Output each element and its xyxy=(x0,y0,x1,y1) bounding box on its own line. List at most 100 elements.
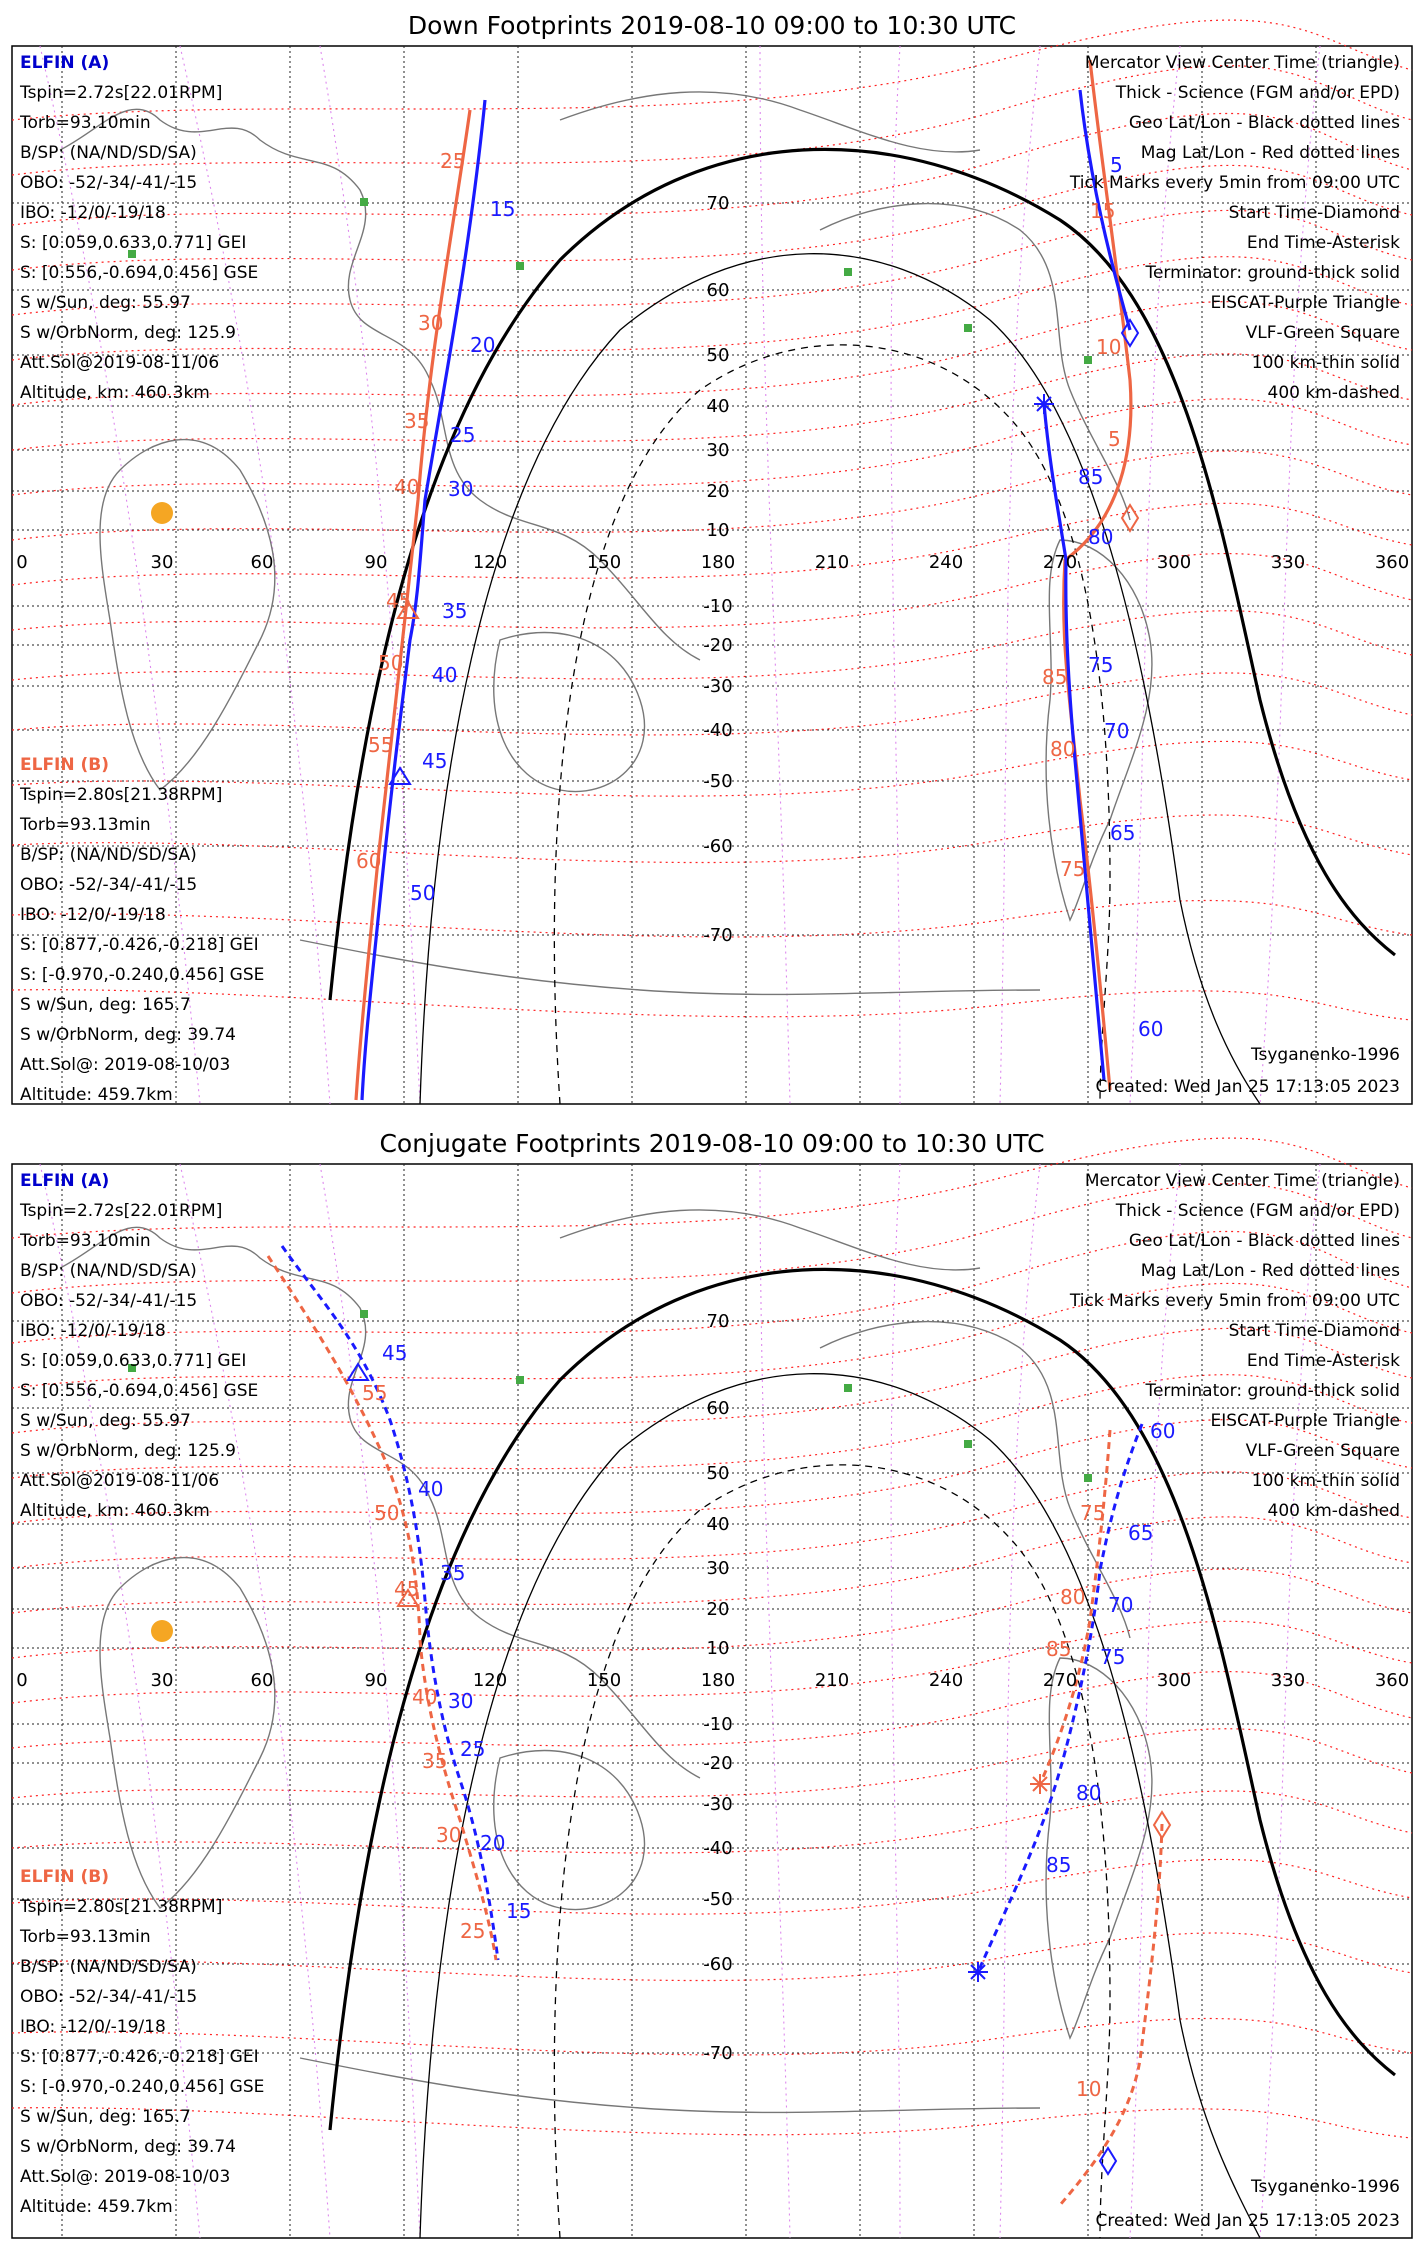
elfin-a-tick-label: 65 xyxy=(1110,821,1135,845)
lat-tick-labels: 70 60 50 40 30 20 10 -10 -20 -30 -40 -50 -60 -70 xyxy=(703,1311,732,2064)
lon-tick-label: 60 xyxy=(251,1670,274,1691)
legend-item: Terminator: ground-thick solid xyxy=(1144,263,1400,283)
lat-tick-label: 30 xyxy=(707,440,730,461)
panel-2-title: Conjugate Footprints 2019-08-10 09:00 to… xyxy=(379,1129,1044,1158)
lon-tick-label: 210 xyxy=(815,1670,849,1691)
lat-tick-label: -30 xyxy=(703,1794,732,1815)
elfin-a-start-diamond xyxy=(1098,2146,1118,2176)
legend-item: VLF-Green Square xyxy=(1246,1441,1400,1461)
elfin-b-tick-label: 55 xyxy=(362,1381,387,1405)
elfin-b-info-line: IBO: -12/0/-19/18 xyxy=(20,2017,166,2037)
elfin-a-info-line: S: [0.059,0.633,0.771] GEI xyxy=(20,233,246,253)
elfin-b-info-line: OBO: -52/-34/-41/-15 xyxy=(20,1987,197,2007)
elfin-b-info-line: Torb=93.13min xyxy=(19,1927,151,1947)
elfin-b-info-line: OBO: -52/-34/-41/-15 xyxy=(20,875,197,895)
lat-tick-label: 70 xyxy=(707,1311,730,1332)
legend-item: End Time-Asterisk xyxy=(1247,1351,1400,1371)
elfin-b-info-line: S w/Sun, deg: 165.7 xyxy=(20,2107,191,2127)
elfin-a-tick-label: 85 xyxy=(1046,1853,1071,1877)
elfin-b-start-diamond xyxy=(1152,1810,1172,1840)
elfin-b-tick-label: 85 xyxy=(1046,1637,1071,1661)
legend-item: 400 km-dashed xyxy=(1268,383,1400,403)
lat-tick-label: 20 xyxy=(707,481,730,502)
elfin-b-info-line: Torb=93.13min xyxy=(19,815,151,835)
coastlines xyxy=(59,1209,1153,2114)
panel-1-frame xyxy=(11,45,1413,1105)
lon-tick-label: 180 xyxy=(701,1670,735,1691)
vlf-stations xyxy=(128,198,1092,364)
elfin-a-info-line: IBO: -12/0/-19/18 xyxy=(20,203,166,223)
lat-tick-label: 30 xyxy=(707,1558,730,1579)
lon-tick-label: 330 xyxy=(1271,552,1305,573)
lon-tick-label: 0 xyxy=(16,552,27,573)
legend-item: VLF-Green Square xyxy=(1246,323,1400,343)
elfin-a-tick-label: 15 xyxy=(490,197,515,221)
lon-tick-label: 180 xyxy=(701,552,735,573)
elfin-b-tick-label: 10 xyxy=(1096,335,1121,359)
model-label: Tsyganenko-1996 xyxy=(1250,1045,1400,1065)
elfin-a-info-line: Tspin=2.72s[22.01RPM] xyxy=(19,1201,222,1221)
elfin-b-tick-label: 80 xyxy=(1050,737,1075,761)
elfin-a-info-line: OBO: -52/-34/-41/-15 xyxy=(20,173,197,193)
elfin-a-tick-label: 45 xyxy=(382,1341,407,1365)
elfin-a-info-line: S w/Sun, deg: 55.97 xyxy=(20,293,191,313)
elfin-b-tick-label: 50 xyxy=(374,1501,399,1525)
elfin-b-info-line: S: [0.877,-0.426,-0.218] GEI xyxy=(20,2047,259,2067)
elfin-a-tick-label: 25 xyxy=(450,423,475,447)
elfin-a-tick-label: 35 xyxy=(442,599,467,623)
elfin-a-tick-label: 85 xyxy=(1078,465,1103,489)
elfin-a-info: ELFIN (A) Tspin=2.72s[22.01RPM] Torb=93.10… xyxy=(19,1171,258,1521)
elfin-a-tick-label: 70 xyxy=(1104,719,1129,743)
created-timestamp: Created: Wed Jan 25 17:13:05 2023 xyxy=(1095,2211,1400,2231)
elfin-b-tick-label: 50 xyxy=(378,651,403,675)
legend-item: Tick Marks every 5min from 09:00 UTC xyxy=(1069,173,1400,193)
elfin-a-info-line: Tspin=2.72s[22.01RPM] xyxy=(19,83,222,103)
elfin-b-tick-label: 45 xyxy=(386,589,411,613)
legend-item: Tick Marks every 5min from 09:00 UTC xyxy=(1069,1291,1400,1311)
panel-1-title: Down Footprints 2019-08-10 09:00 to 10:3… xyxy=(408,11,1016,40)
elfin-b-header: ELFIN (B) xyxy=(20,1867,109,1887)
lon-tick-label: 360 xyxy=(1375,552,1409,573)
elfin-b-end-asterisk xyxy=(1030,1774,1050,1794)
lat-tick-label: -60 xyxy=(703,836,732,857)
elfin-b-tick-label: 35 xyxy=(404,409,429,433)
elfin-a-info-line: B/SP: (NA/ND/SD/SA) xyxy=(20,143,197,163)
elfin-b-tick-label: 30 xyxy=(418,311,443,335)
elfin-a-end-asterisk xyxy=(968,1962,988,1982)
elfin-b-tick-label: 5 xyxy=(1108,427,1121,451)
legend-item: Mag Lat/Lon - Red dotted lines xyxy=(1141,143,1400,163)
lon-tick-label: 210 xyxy=(815,552,849,573)
elfin-b-tick-label: 80 xyxy=(1060,1585,1085,1609)
lat-tick-label: -70 xyxy=(703,2043,732,2064)
lat-tick-label: -30 xyxy=(703,676,732,697)
elfin-a-tick-labels: 45 40 35 30 25 20 15 60 65 70 75 80 85 xyxy=(382,1341,1175,1923)
elfin-a-tick-label: 40 xyxy=(418,1477,443,1501)
lon-tick-label: 300 xyxy=(1157,552,1191,573)
lat-tick-label: 70 xyxy=(707,193,730,214)
elfin-a-info-line: S: [0.556,-0.694,0.456] GSE xyxy=(20,1381,258,1401)
lat-tick-label: 50 xyxy=(707,1463,730,1484)
panel-down-footprints: Down Footprints 2019-08-10 09:00 to 10:3… xyxy=(11,11,1413,1105)
lat-tick-label: -20 xyxy=(703,1753,732,1774)
elfin-b-info: ELFIN (B) Tspin=2.80s[21.38RPM] Torb=93.13… xyxy=(19,755,264,1105)
elfin-b-info-line: Att.Sol@: 2019-08-10/03 xyxy=(20,1055,230,1075)
legend-item: Start Time-Diamond xyxy=(1229,203,1400,223)
elfin-b-info-line: Altitude: 459.7km xyxy=(20,2197,173,2217)
elfin-b-info-line: IBO: -12/0/-19/18 xyxy=(20,905,166,925)
elfin-b-tick-label: 45 xyxy=(394,1577,419,1601)
elfin-a-info: ELFIN (A) Tspin=2.72s[22.01RPM] Torb=93.10… xyxy=(19,53,258,403)
elfin-a-info-line: Altitude, km: 460.3km xyxy=(20,383,210,403)
elfin-a-info-line: S w/OrbNorm, deg: 125.9 xyxy=(20,1441,236,1461)
mag-meridians xyxy=(39,45,1321,1105)
elfin-b-tick-label: 15 xyxy=(1090,199,1115,223)
elfin-a-tick-label: 20 xyxy=(470,333,495,357)
elfin-a-track-conjugate xyxy=(280,1245,1144,1973)
lat-tick-label: 50 xyxy=(707,345,730,366)
lat-tick-label: -40 xyxy=(703,720,732,741)
lat-tick-labels: 70 60 50 40 30 20 10 -10 -20 -30 -40 -50 -60 -70 xyxy=(703,193,732,946)
elfin-a-tick-label: 35 xyxy=(440,1561,465,1585)
lon-tick-label: 300 xyxy=(1157,1670,1191,1691)
legend-item: 100 km-thin solid xyxy=(1252,353,1400,373)
